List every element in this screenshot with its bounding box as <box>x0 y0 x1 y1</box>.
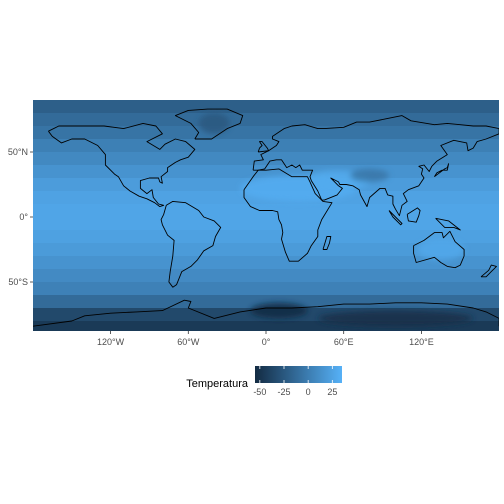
temperature-spot-4 <box>198 113 230 134</box>
coastline-0 <box>48 122 196 208</box>
x-tick-label-0: 120°W <box>97 337 125 347</box>
temperature-spot-6 <box>317 310 474 327</box>
temperature-spot-5 <box>250 302 308 319</box>
x-axis: 120°W 60°W 0° 60°E 120°E <box>97 331 434 347</box>
temperature-spots <box>198 113 474 327</box>
coastline-9 <box>388 210 403 226</box>
temperature-band-4 <box>33 152 499 166</box>
y-axis: 50°N 0° 50°S <box>8 147 33 287</box>
y-tick-label-0: 50°N <box>8 147 28 157</box>
coastline-4 <box>413 230 465 269</box>
coastline-12 <box>480 264 497 278</box>
temperature-bands <box>33 100 499 331</box>
x-tick-label-4: 120°E <box>409 337 434 347</box>
coastline-13 <box>322 236 332 250</box>
coastline-7 <box>33 299 499 327</box>
coastline-3 <box>252 115 499 217</box>
coastline-10 <box>406 207 421 223</box>
temperature-band-11 <box>33 256 499 270</box>
legend: Temperatura -50 -25 0 25 <box>186 366 342 397</box>
coastline-1 <box>160 200 222 288</box>
temperature-spot-3 <box>350 168 390 182</box>
legend-tick-label-1: -25 <box>277 387 290 397</box>
coastline-11 <box>435 217 461 231</box>
temperature-band-8 <box>33 204 499 231</box>
legend-ticks: -50 -25 0 25 <box>253 366 337 397</box>
temperature-band-14 <box>33 295 499 309</box>
legend-title: Temperatura <box>186 378 249 390</box>
y-tick-label-1: 0° <box>19 212 28 222</box>
temperature-band-16 <box>33 321 499 331</box>
x-tick-label-1: 60°W <box>177 337 200 347</box>
y-tick-label-2: 50°S <box>8 277 28 287</box>
map-panel <box>33 100 499 331</box>
legend-tick-label-0: -50 <box>253 387 266 397</box>
coastlines <box>33 108 499 327</box>
coastline-6 <box>257 141 270 153</box>
temperature-band-9 <box>33 230 499 244</box>
temperature-band-10 <box>33 243 499 257</box>
temperature-band-1 <box>33 113 499 127</box>
legend-tick-label-3: 25 <box>327 387 337 397</box>
legend-tick-label-2: 0 <box>306 387 311 397</box>
coastline-2 <box>243 168 333 262</box>
temperature-band-0 <box>33 100 499 114</box>
coastline-5 <box>174 108 244 140</box>
temperature-band-2 <box>33 126 499 140</box>
temperature-band-12 <box>33 269 499 283</box>
coastline-8 <box>434 163 450 178</box>
legend-colorbar <box>255 366 342 383</box>
temperature-spot-2 <box>417 239 465 260</box>
x-tick-label-2: 0° <box>262 337 271 347</box>
temperature-band-13 <box>33 282 499 296</box>
x-tick-label-3: 60°E <box>334 337 354 347</box>
